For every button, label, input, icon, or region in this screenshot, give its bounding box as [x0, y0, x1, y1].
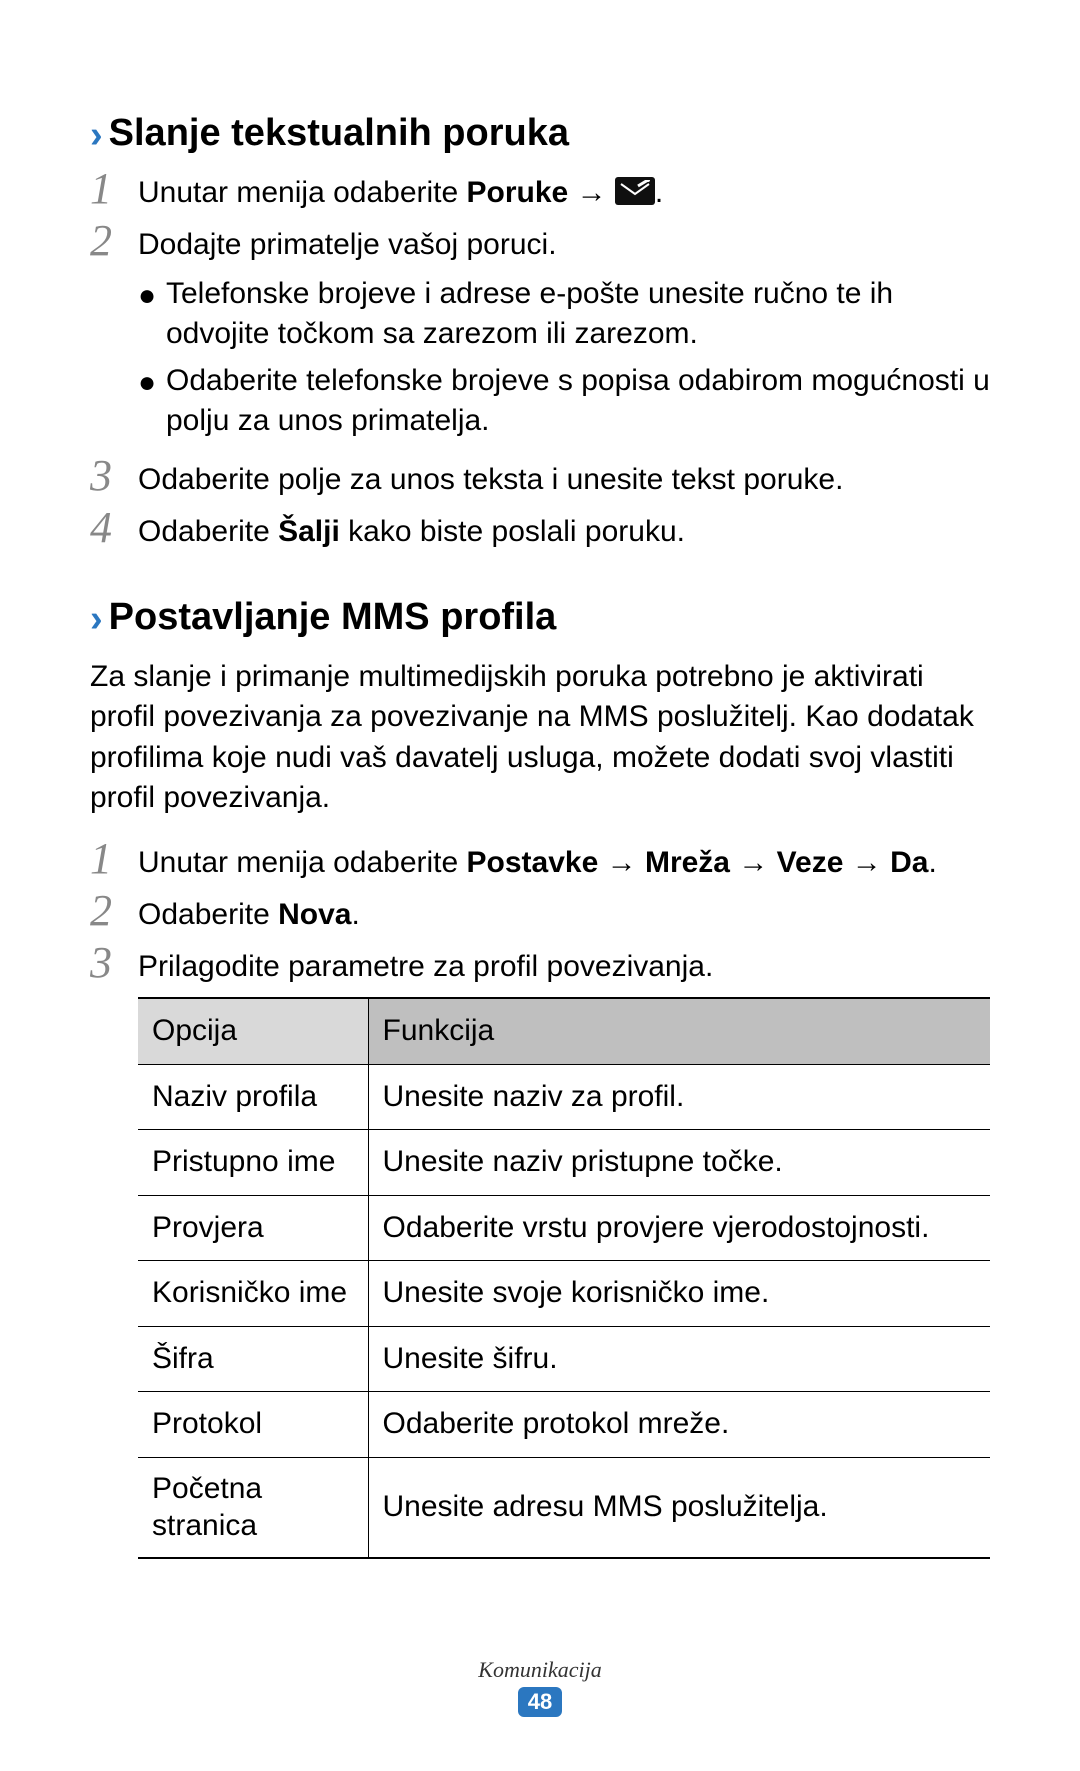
cell-option: Provjera	[138, 1195, 368, 1261]
cell-option: Korisničko ime	[138, 1261, 368, 1327]
step-body: Prilagodite parametre za profil poveziva…	[138, 947, 990, 1559]
bullet-list: ● Telefonske brojeve i adrese e-pošte un…	[138, 274, 990, 442]
bullet-dot-icon: ●	[138, 363, 166, 404]
cell-option: Pristupno ime	[138, 1130, 368, 1196]
cell-function: Unesite svoje korisničko ime.	[368, 1261, 990, 1327]
bullet-item: ● Odaberite telefonske brojeve s popisa …	[138, 361, 990, 442]
heading-title: Slanje tekstualnih poruka	[109, 112, 569, 155]
step-number: 3	[90, 941, 138, 985]
step-2-2: 2 Odaberite Nova.	[90, 895, 990, 939]
text: .	[351, 898, 359, 931]
step-body: Odaberite Nova.	[138, 895, 990, 936]
step-body: Odaberite Šalji kako biste poslali poruk…	[138, 512, 990, 553]
page-footer: Komunikacija 48	[0, 1657, 1080, 1717]
step-number: 2	[90, 889, 138, 933]
text: .	[928, 846, 936, 879]
cell-option: Protokol	[138, 1392, 368, 1458]
step-body: Unutar menija odaberite Poruke → .	[138, 173, 990, 214]
cell-function: Odaberite vrstu provjere vjerodostojnost…	[368, 1195, 990, 1261]
step-1-1: 1 Unutar menija odaberite Poruke → .	[90, 173, 990, 217]
text: Dodajte primatelje vašoj poruci.	[138, 225, 990, 266]
text: Odaberite	[138, 898, 278, 931]
bold: Nova	[278, 898, 351, 931]
col-option: Opcija	[138, 998, 368, 1064]
step-number: 3	[90, 454, 138, 498]
bold: Postavke	[467, 846, 599, 879]
bold: Šalji	[278, 515, 340, 548]
cell-function: Unesite šifru.	[368, 1326, 990, 1392]
cell-function: Unesite naziv za profil.	[368, 1064, 990, 1130]
intro-paragraph: Za slanje i primanje multimedijskih poru…	[90, 657, 990, 819]
col-function: Funkcija	[368, 998, 990, 1064]
step-body: Odaberite polje za unos teksta i unesite…	[138, 460, 990, 501]
step-number: 1	[90, 167, 138, 211]
text: kako biste poslali poruku.	[340, 515, 685, 548]
text: Odaberite polje za unos teksta i unesite…	[138, 463, 843, 496]
step-1-4: 4 Odaberite Šalji kako biste poslali por…	[90, 512, 990, 556]
text: Prilagodite parametre za profil poveziva…	[138, 950, 713, 983]
step-body: Dodajte primatelje vašoj poruci. ● Telef…	[138, 225, 990, 452]
bold: Da	[890, 846, 928, 879]
step-2-3: 3 Prilagodite parametre za profil povezi…	[90, 947, 990, 1559]
step-number: 1	[90, 837, 138, 881]
heading-title: Postavljanje MMS profila	[109, 596, 557, 639]
bold: Poruke	[467, 176, 569, 209]
table-row: Pristupno ime Unesite naziv pristupne to…	[138, 1130, 990, 1196]
arrow: →	[568, 176, 615, 209]
cell-function: Odaberite protokol mreže.	[368, 1392, 990, 1458]
step-2-1: 1 Unutar menija odaberite Postavke → Mre…	[90, 843, 990, 887]
text: Odaberite	[138, 515, 278, 548]
cell-option: Šifra	[138, 1326, 368, 1392]
chevron-icon: ›	[90, 116, 103, 154]
table-header-row: Opcija Funkcija	[138, 998, 990, 1064]
step-number: 4	[90, 506, 138, 550]
bullet-dot-icon: ●	[138, 276, 166, 317]
step-number: 2	[90, 219, 138, 263]
arrow: →	[730, 846, 777, 879]
footer-category: Komunikacija	[0, 1657, 1080, 1683]
step-1-3: 3 Odaberite polje za unos teksta i unesi…	[90, 460, 990, 504]
table-row: Šifra Unesite šifru.	[138, 1326, 990, 1392]
bullet-text: Odaberite telefonske brojeve s popisa od…	[166, 361, 990, 442]
arrow: →	[843, 846, 890, 879]
cell-function: Unesite naziv pristupne točke.	[368, 1130, 990, 1196]
table-row: Protokol Odaberite protokol mreže.	[138, 1392, 990, 1458]
arrow: →	[598, 846, 645, 879]
cell-function: Unesite adresu MMS poslužitelja.	[368, 1457, 990, 1558]
table-row: Početna stranica Unesite adresu MMS posl…	[138, 1457, 990, 1558]
table-row: Naziv profila Unesite naziv za profil.	[138, 1064, 990, 1130]
step-body: Unutar menija odaberite Postavke → Mreža…	[138, 843, 990, 884]
bullet-text: Telefonske brojeve i adrese e-pošte unes…	[166, 274, 990, 355]
text: .	[655, 176, 663, 209]
page-number-badge: 48	[518, 1687, 562, 1717]
bullet-item: ● Telefonske brojeve i adrese e-pošte un…	[138, 274, 990, 355]
cell-option: Naziv profila	[138, 1064, 368, 1130]
table-row: Korisničko ime Unesite svoje korisničko …	[138, 1261, 990, 1327]
heading-send-text: › Slanje tekstualnih poruka	[90, 112, 990, 155]
bold: Veze	[777, 846, 844, 879]
bold: Mreža	[645, 846, 730, 879]
compose-icon	[615, 177, 655, 205]
text: Unutar menija odaberite	[138, 176, 467, 209]
table-row: Provjera Odaberite vrstu provjere vjerod…	[138, 1195, 990, 1261]
step-1-2: 2 Dodajte primatelje vašoj poruci. ● Tel…	[90, 225, 990, 452]
text: Unutar menija odaberite	[138, 846, 467, 879]
heading-mms-profile: › Postavljanje MMS profila	[90, 596, 990, 639]
chevron-icon: ›	[90, 600, 103, 638]
cell-option: Početna stranica	[138, 1457, 368, 1558]
options-table: Opcija Funkcija Naziv profila Unesite na…	[138, 997, 990, 1559]
